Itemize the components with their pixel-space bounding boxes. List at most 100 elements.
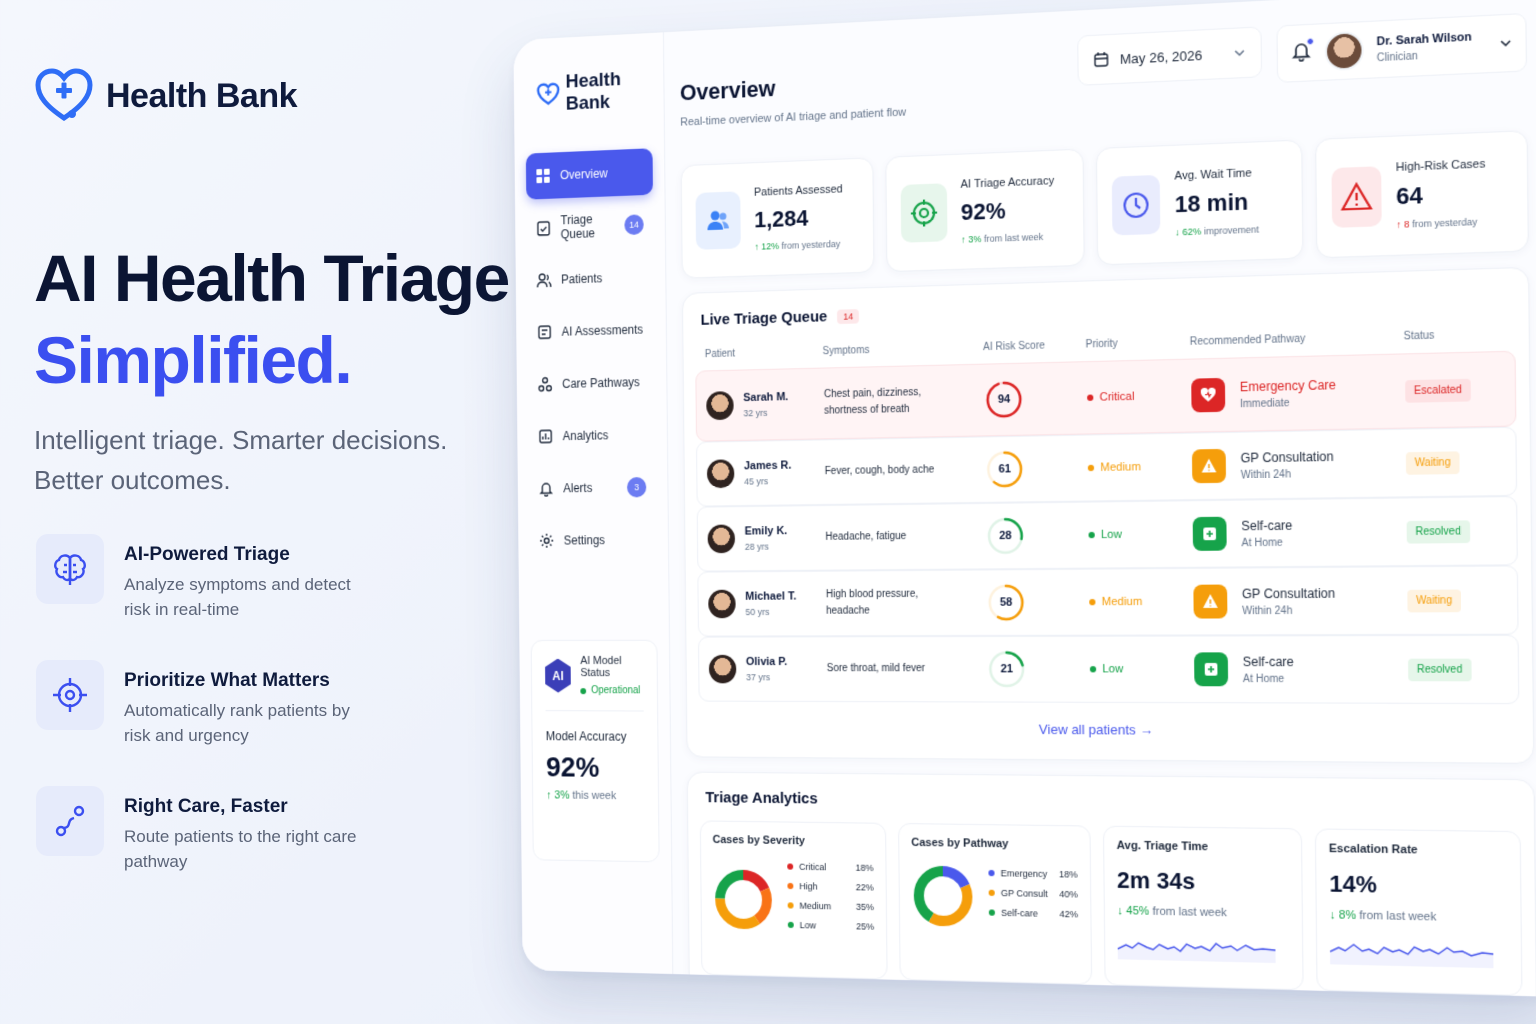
view-all-label: View all patients xyxy=(1038,721,1136,738)
page-subtitle: Real-time overview of AI triage and pati… xyxy=(680,106,907,129)
delta-value: 45% xyxy=(1126,904,1150,918)
feature-title: Prioritize What Matters xyxy=(124,670,330,691)
chevron-down-icon xyxy=(1233,46,1246,59)
sidebar-item-alerts[interactable]: Alerts 3 xyxy=(529,464,656,512)
column-header[interactable]: AI Risk Score xyxy=(982,340,1046,354)
status-badge[interactable]: Waiting xyxy=(1405,450,1460,475)
live-triage-queue: Live Triage Queue 14 Patient Symptoms AI… xyxy=(681,266,1535,764)
brand-logo: Health Bank xyxy=(34,66,298,126)
patient-name: James R. xyxy=(743,459,792,473)
status-badge[interactable]: Escalated xyxy=(1405,378,1471,403)
triage-time-card: Avg. Triage Time 2m 34s ↓ 45% from last … xyxy=(1102,825,1304,991)
status-cell: Waiting xyxy=(1405,450,1505,475)
sidebar-item-label: Overview xyxy=(560,166,608,183)
arrow-right-icon: → xyxy=(1139,721,1154,738)
nav-count-badge: 14 xyxy=(624,214,644,236)
legend-entry: Low 25% xyxy=(787,920,874,932)
triage-analytics: Triage Analytics Cases by Severity Criti… xyxy=(686,771,1536,998)
feature-desc: Analyze symptoms and detect risk in real… xyxy=(124,575,351,619)
brain-icon xyxy=(36,534,104,604)
pathway-cell: GP Consultation Within 24h xyxy=(1193,583,1407,619)
legend-label: Critical xyxy=(799,861,827,873)
legend-swatch xyxy=(787,902,794,909)
table-row[interactable]: Emily K. 28 yrs Headache, fatigue 28 Low… xyxy=(696,495,1518,572)
column-header[interactable]: Patient xyxy=(704,348,736,361)
notification-button[interactable] xyxy=(1290,36,1315,67)
stats-row: Patients Assessed 1,284 ↑ 12% from yeste… xyxy=(680,130,1529,279)
table-row[interactable]: Olivia P. 37 yrs Sore throat, mild fever… xyxy=(697,634,1520,705)
table-row[interactable]: James R. 45 yrs Fever, cough, body ache … xyxy=(696,426,1518,507)
pathway-name: Emergency Care xyxy=(1239,376,1337,394)
sidebar-brand-name: Health Bank xyxy=(565,68,621,115)
clock-icon xyxy=(1111,174,1161,236)
column-header[interactable]: Symptoms xyxy=(822,344,870,358)
delta-value: 62% xyxy=(1182,226,1202,238)
table-row[interactable]: Michael T. 50 yrs High blood pressure, h… xyxy=(697,565,1519,637)
priority-label: Low xyxy=(1102,662,1124,676)
sidebar-brand[interactable]: Health Bank xyxy=(536,67,652,117)
view-all-patients-link[interactable]: View all patients → xyxy=(699,720,1520,740)
risk-score-value: 58 xyxy=(999,596,1013,609)
sidebar-item-triage-queue[interactable]: Triage Queue 14 xyxy=(526,201,653,252)
risk-score-ring: 94 xyxy=(984,379,1023,419)
feature-item: Prioritize What Matters Automatically ra… xyxy=(36,660,506,748)
priority-label: Medium xyxy=(1100,460,1142,475)
pathway-legend: Emergency 18% GP Consult 40% Self-care 4… xyxy=(988,867,1078,928)
risk-score-ring: 21 xyxy=(987,649,1026,689)
pathway-cell: Emergency Care Immediate xyxy=(1191,374,1405,413)
legend-entry: High 22% xyxy=(787,881,874,893)
priority-cell: Medium xyxy=(1089,595,1193,608)
patient-age: 32 yrs xyxy=(743,407,768,419)
sidebar-item-settings[interactable]: Settings xyxy=(529,516,656,564)
priority-label: Critical xyxy=(1099,390,1135,404)
heart-plus-icon xyxy=(35,68,93,122)
hero-title: AI Health Triage xyxy=(34,241,510,315)
legend-entry: Critical 18% xyxy=(787,861,874,874)
sidebar-item-analytics[interactable]: Analytics xyxy=(528,411,655,460)
patient-age: 28 yrs xyxy=(744,541,769,552)
legend-label: Emergency xyxy=(1000,867,1048,879)
target-icon xyxy=(36,660,104,730)
patient-cell: Sarah M. 32 yrs xyxy=(706,389,824,421)
stat-value: 18 min xyxy=(1174,188,1249,218)
user-role: Clinician xyxy=(1376,50,1418,64)
feature-desc: Route patients to the right care pathway xyxy=(124,827,357,871)
avatar xyxy=(707,524,736,554)
brand-name: Health Bank xyxy=(106,76,298,115)
stat-card-wait-time: Avg. Wait Time 18 min ↓ 62% improvement xyxy=(1095,139,1303,266)
patient-name: Emily K. xyxy=(744,524,788,538)
sidebar-item-overview[interactable]: Overview xyxy=(525,148,653,200)
assessment-icon xyxy=(537,324,552,340)
pathway-card: Cases by Pathway Emergency 18% GP Consul… xyxy=(898,822,1093,985)
status-badge[interactable]: Resolved xyxy=(1408,658,1472,681)
hero: AI Health Triage Simplified. Intelligent… xyxy=(34,238,514,500)
date-picker[interactable]: May 26, 2026 xyxy=(1077,26,1263,86)
column-header[interactable]: Priority xyxy=(1085,338,1118,351)
sidebar-item-ai-assessments[interactable]: AI Assessments xyxy=(527,306,654,356)
dashboard-stage: Health Bank Overview Triage Queue 14 Pat… xyxy=(513,0,1536,1024)
pathway-name: Self-care xyxy=(1241,517,1293,533)
model-status-text: Operational xyxy=(590,685,641,697)
avatar xyxy=(706,391,734,421)
column-header[interactable]: Status xyxy=(1403,330,1435,343)
priority-cell: Medium xyxy=(1087,460,1192,475)
queue-rows: Sarah M. 32 yrs Chest pain, dizziness, s… xyxy=(695,350,1520,705)
users-icon xyxy=(695,191,741,250)
status-badge[interactable]: Waiting xyxy=(1407,588,1462,612)
pathway-sub: At Home xyxy=(1241,536,1283,549)
legend-label: High xyxy=(799,881,818,892)
legend-value: 18% xyxy=(855,862,874,874)
severity-donut-chart xyxy=(713,867,774,931)
feature-title: Right Care, Faster xyxy=(124,796,288,817)
legend-label: Medium xyxy=(799,900,832,912)
bell-icon xyxy=(539,480,554,496)
status-badge[interactable]: Resolved xyxy=(1406,519,1470,544)
user-menu[interactable]: Dr. Sarah Wilson Clinician xyxy=(1276,12,1528,83)
column-header[interactable]: Recommended Pathway xyxy=(1189,333,1306,349)
sidebar-item-care-pathways[interactable]: Care Pathways xyxy=(528,359,655,408)
stat-value: 1,284 xyxy=(754,205,809,233)
route-icon xyxy=(36,786,104,856)
medical-kit-icon xyxy=(1192,516,1227,551)
symptoms-cell: Chest pain, dizziness, shortness of brea… xyxy=(823,386,922,417)
sidebar-item-patients[interactable]: Patients xyxy=(527,253,654,303)
